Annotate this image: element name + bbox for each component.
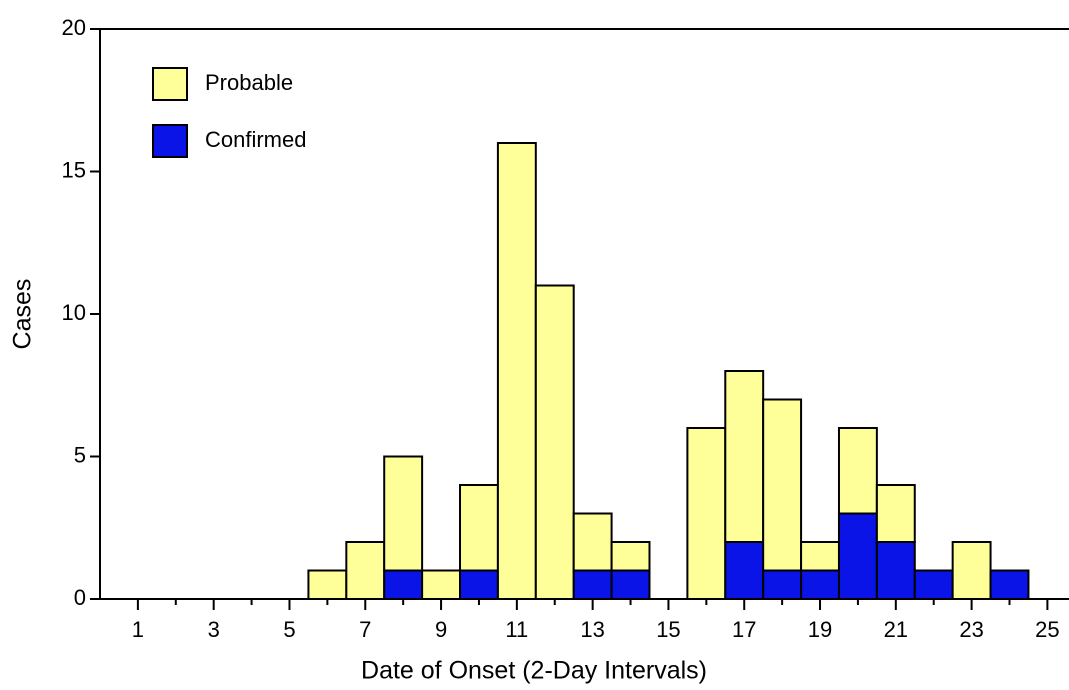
x-tick-label: 9 <box>435 617 447 642</box>
bar <box>686 427 727 600</box>
y-tick-label: 10 <box>62 300 86 325</box>
bar <box>800 569 840 600</box>
bar <box>951 541 992 600</box>
legend-swatch <box>152 67 188 101</box>
bar <box>307 569 348 600</box>
bar <box>572 512 613 572</box>
bar <box>459 484 499 572</box>
bar <box>724 370 765 543</box>
x-tick-label: 13 <box>580 617 604 642</box>
y-tick-label: 0 <box>74 585 86 610</box>
bar <box>875 484 916 543</box>
x-tick-label: 19 <box>808 617 832 642</box>
bar <box>496 142 537 600</box>
x-tick-label: 25 <box>1035 617 1059 642</box>
y-tick-label: 15 <box>62 157 86 182</box>
x-tick-label: 5 <box>283 617 295 642</box>
x-tick-label: 23 <box>959 617 983 642</box>
x-tick-label: 17 <box>732 617 756 642</box>
bar <box>837 427 878 515</box>
bar <box>724 541 765 600</box>
bar <box>421 569 462 600</box>
legend-label: Probable <box>205 70 293 95</box>
x-tick-label: 15 <box>656 617 680 642</box>
x-tick-label: 21 <box>884 617 908 642</box>
bar <box>383 455 424 572</box>
bar <box>800 541 840 572</box>
bar <box>610 541 651 572</box>
bar <box>875 541 916 600</box>
x-tick-label: 3 <box>208 617 220 642</box>
x-tick-label: 1 <box>132 617 144 642</box>
bar <box>762 569 803 600</box>
bar <box>610 569 651 600</box>
x-tick-label: 11 <box>505 617 528 642</box>
legend-label: Confirmed <box>205 127 306 152</box>
bar <box>345 541 386 600</box>
y-axis-label: Cases <box>9 279 37 350</box>
bar <box>913 569 954 600</box>
y-tick-label: 20 <box>62 15 86 40</box>
bar <box>383 569 424 600</box>
bar <box>837 512 878 600</box>
bar <box>989 569 1030 600</box>
bar <box>572 569 613 600</box>
bar <box>459 569 499 600</box>
y-tick-label: 5 <box>74 442 86 467</box>
x-tick-label: 7 <box>359 617 371 642</box>
legend-swatch <box>152 124 188 158</box>
bar <box>534 284 575 600</box>
bar <box>762 398 803 572</box>
x-axis-label: Date of Onset (2-Day Intervals) <box>361 657 707 685</box>
